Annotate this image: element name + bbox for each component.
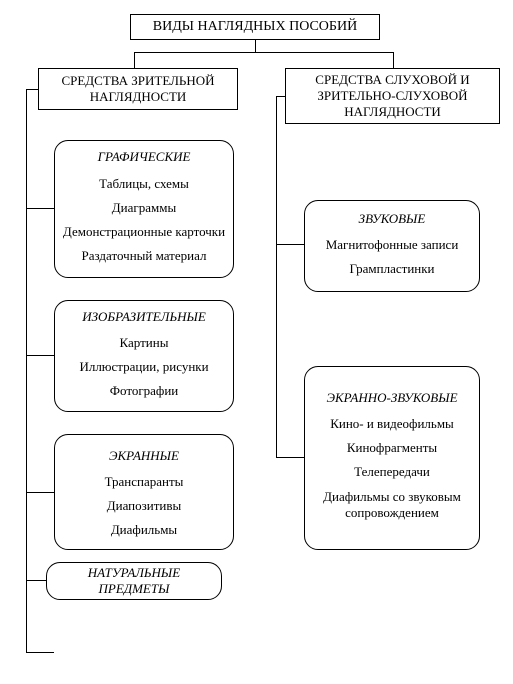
branch-right-line3: НАГЛЯДНОСТИ — [344, 104, 441, 120]
category-graphic: ГРАФИЧЕСКИЕ Таблицы, схемы Диаграммы Дем… — [54, 140, 234, 278]
category-item: Фотографии — [110, 383, 179, 399]
category-item: Картины — [120, 335, 169, 351]
connector — [26, 208, 54, 209]
connector — [26, 652, 54, 653]
connector — [134, 52, 394, 53]
category-title: ЭКРАННО-ЗВУКОВЫЕ — [326, 391, 457, 406]
branch-left: СРЕДСТВА ЗРИТЕЛЬНОЙ НАГЛЯДНОСТИ — [38, 68, 238, 110]
branch-left-line2: НАГЛЯДНОСТИ — [90, 89, 187, 105]
category-item: Кинофрагменты — [347, 440, 437, 456]
category-item: Демонстрационные карточки — [63, 224, 225, 240]
connector — [255, 40, 256, 52]
right-spine — [276, 96, 277, 458]
category-item: Иллюстрации, рисунки — [79, 359, 208, 375]
left-spine — [26, 89, 38, 90]
category-item: Диафильмы со звуковым сопровождением — [311, 489, 473, 522]
category-title: ЗВУКОВЫЕ — [359, 211, 426, 227]
category-sound: ЗВУКОВЫЕ Магнитофонные записи Грампласти… — [304, 200, 480, 292]
category-natural: НАТУРАЛЬНЫЕ ПРЕДМЕТЫ — [46, 562, 222, 600]
category-item: Таблицы, схемы — [99, 176, 189, 192]
root-title: ВИДЫ НАГЛЯДНЫХ ПОСОБИЙ — [130, 14, 380, 40]
category-pictorial: ИЗОБРАЗИТЕЛЬНЫЕ Картины Иллюстрации, рис… — [54, 300, 234, 412]
category-title: ИЗОБРАЗИТЕЛЬНЫЕ — [82, 309, 206, 325]
branch-right-line2: ЗРИТЕЛЬНО-СЛУХОВОЙ — [317, 88, 467, 104]
root-title-text: ВИДЫ НАГЛЯДНЫХ ПОСОБИЙ — [153, 18, 357, 36]
connector — [26, 580, 46, 581]
connector — [26, 492, 54, 493]
connector — [393, 52, 394, 68]
category-item: Диаграммы — [112, 200, 176, 216]
diagram-canvas: ВИДЫ НАГЛЯДНЫХ ПОСОБИЙ СРЕДСТВА ЗРИТЕЛЬН… — [0, 0, 513, 684]
category-item: Транспаранты — [105, 474, 184, 490]
connector — [134, 52, 135, 68]
category-item: Кино- и видеофильмы — [330, 416, 454, 432]
category-item: Телепередачи — [354, 464, 430, 480]
connector — [26, 355, 54, 356]
category-item: Грампластинки — [349, 261, 434, 277]
branch-right-line1: СРЕДСТВА СЛУХОВОЙ И — [315, 72, 469, 88]
category-title: ГРАФИЧЕСКИЕ — [98, 149, 191, 165]
connector — [276, 244, 304, 245]
category-item: Раздаточный материал — [82, 248, 207, 264]
category-screen: ЭКРАННЫЕ Транспаранты Диапозитивы Диафил… — [54, 434, 234, 550]
branch-left-line1: СРЕДСТВА ЗРИТЕЛЬНОЙ — [61, 73, 214, 89]
category-screen-sound: ЭКРАННО-ЗВУКОВЫЕ Кино- и видеофильмы Кин… — [304, 366, 480, 550]
branch-right: СРЕДСТВА СЛУХОВОЙ И ЗРИТЕЛЬНО-СЛУХОВОЙ Н… — [285, 68, 500, 124]
category-title: ЭКРАННЫЕ — [109, 448, 179, 464]
left-spine — [26, 89, 27, 653]
category-item: Диафильмы — [111, 522, 177, 538]
category-item: Диапозитивы — [107, 498, 181, 514]
category-title: НАТУРАЛЬНЫЕ ПРЕДМЕТЫ — [53, 565, 215, 598]
connector — [276, 457, 304, 458]
right-spine — [276, 96, 285, 97]
category-item: Магнитофонные записи — [326, 237, 459, 253]
